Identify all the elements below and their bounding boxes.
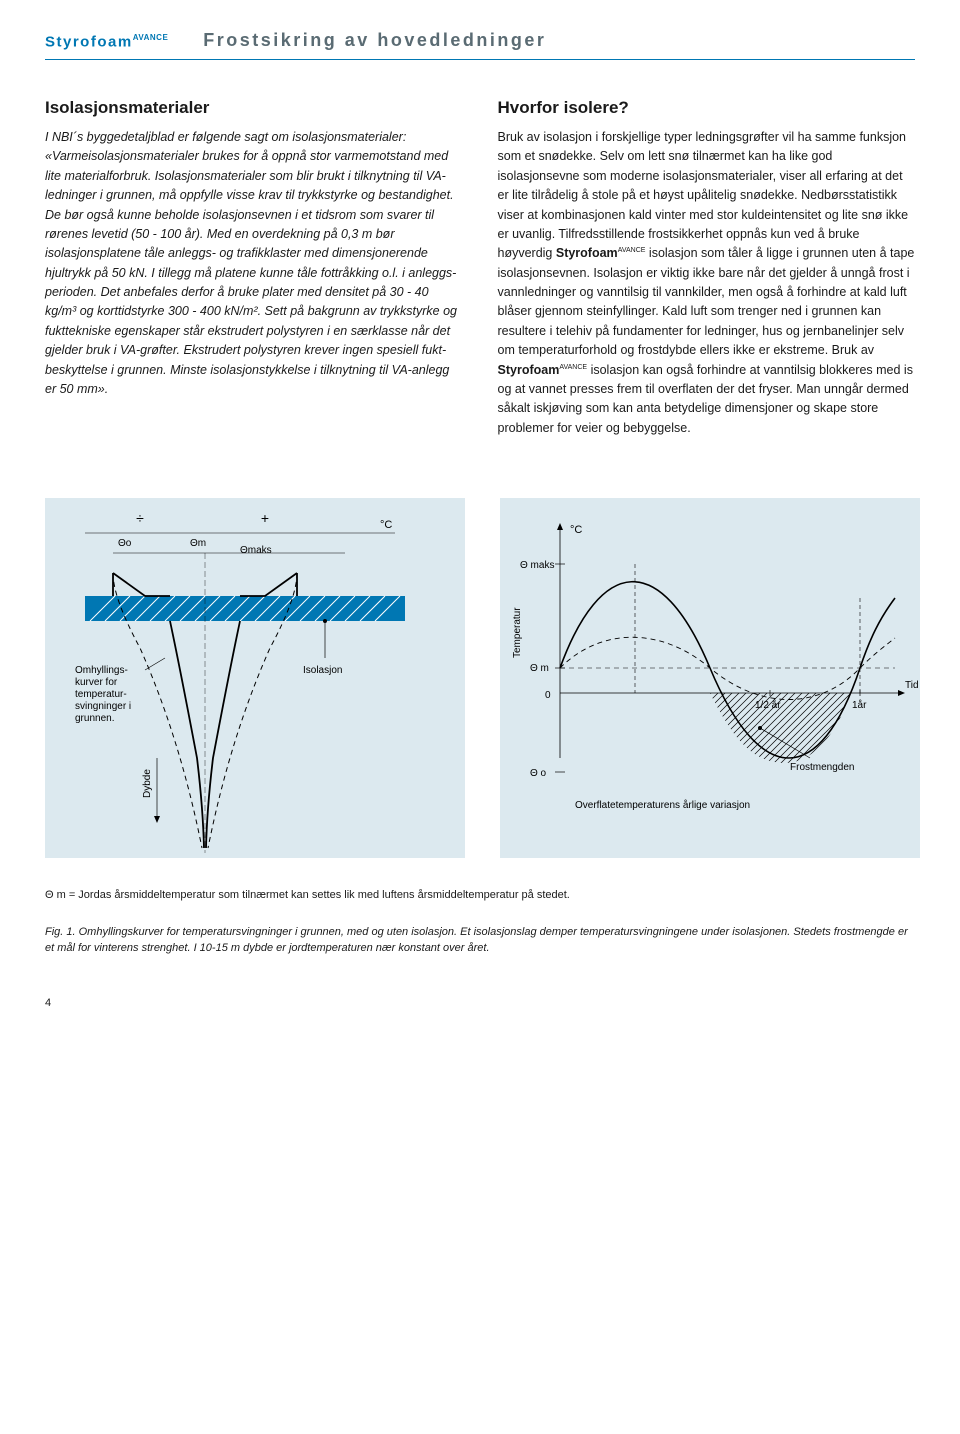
label-frostmengden: Frostmengden	[790, 762, 854, 773]
inline-brand-2: Styrofoam	[498, 363, 560, 377]
right-para1: Bruk av isolasjon i forskjellige typer l…	[498, 130, 909, 260]
label-div: ÷	[136, 510, 144, 526]
label-tid: Tid	[905, 680, 919, 691]
brand-name: Styrofoam	[45, 33, 133, 50]
label-dybde: Dybde	[142, 769, 153, 798]
label-theta-maks-r: Θ maks	[520, 560, 554, 571]
brand-superscript: AVANCE	[133, 33, 169, 42]
right-column: Hvorfor isolere? Bruk av isolasjon i for…	[498, 98, 916, 438]
inline-brand-sup-2: AVANCE	[559, 363, 587, 370]
text-columns: Isolasjonsmaterialer I NBI´s byggedetalj…	[45, 98, 915, 438]
page-title: Frostsikring av hovedledninger	[203, 30, 546, 51]
header-rule	[45, 59, 915, 60]
label-theta-m: Θm	[190, 538, 206, 549]
figures-row: ÷ + °C Θo Θm Θmaks	[45, 498, 915, 858]
left-body: I NBI´s byggedetaljblad er følgende sagt…	[45, 128, 463, 399]
right-body: Bruk av isolasjon i forskjellige typer l…	[498, 128, 916, 438]
label-theta-maks: Θmaks	[240, 545, 272, 556]
label-theta-o: Θo	[118, 538, 132, 549]
label-zero: 0	[545, 690, 551, 701]
footnote: Θ m = Jordas årsmiddeltemperatur som til…	[45, 888, 915, 903]
left-heading: Isolasjonsmaterialer	[45, 98, 463, 118]
left-column: Isolasjonsmaterialer I NBI´s byggedetalj…	[45, 98, 463, 438]
label-temperatur: Temperatur	[512, 607, 523, 658]
label-degC-right: °C	[570, 524, 582, 536]
label-plus: +	[261, 510, 269, 526]
page-header: StyrofoamAVANCE Frostsikring av hovedled…	[45, 30, 915, 51]
label-theta-o-r: Θ o	[530, 768, 547, 779]
label-isolasjon: Isolasjon	[303, 665, 342, 676]
inline-brand-1: Styrofoam	[556, 246, 618, 260]
brand: StyrofoamAVANCE	[45, 33, 168, 51]
right-heading: Hvorfor isolere?	[498, 98, 916, 118]
label-degC-left: °C	[380, 519, 392, 531]
label-theta-m-r: Θ m	[530, 663, 549, 674]
label-inside-caption: Overflatetemperaturens årlige variasjon	[575, 799, 750, 811]
right-para3: isolasjon kan også forhindre at vann­til…	[498, 363, 913, 435]
figure-right: °C Tid Temperatur Θ maks Θ m 0 Θ o 1/2 å…	[500, 498, 920, 858]
figure-left-svg: ÷ + °C Θo Θm Θmaks	[45, 498, 465, 858]
figure-right-svg: °C Tid Temperatur Θ maks Θ m 0 Θ o 1/2 å…	[500, 498, 920, 858]
label-one-year: 1år	[852, 699, 867, 711]
isolasjon-dot	[323, 619, 327, 623]
page-number: 4	[45, 997, 915, 1009]
figure-left: ÷ + °C Θo Θm Θmaks	[45, 498, 465, 858]
figure-caption: Fig. 1. Omhyllingskurver for temperaturs…	[45, 925, 915, 957]
right-para2: isolasjon som tåler å ligge i grunnen ut…	[498, 246, 915, 357]
inline-brand-sup-1: AVANCE	[618, 247, 646, 254]
